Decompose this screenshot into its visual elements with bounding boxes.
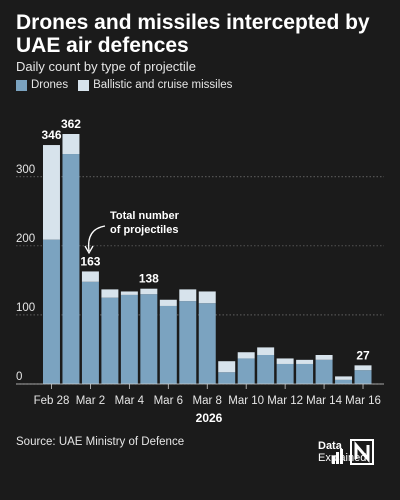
brand-mark-icon xyxy=(350,439,374,465)
total-data-label: 346 xyxy=(41,128,61,142)
bar-segment xyxy=(140,294,158,384)
bar-segment xyxy=(335,379,353,384)
total-data-label: 138 xyxy=(139,272,159,286)
x-tick-label: Mar 6 xyxy=(154,395,183,407)
bar-segment xyxy=(335,376,353,380)
bar-segment xyxy=(101,297,119,384)
legend: Drones Ballistic and cruise missiles xyxy=(16,79,242,91)
logo-bar xyxy=(336,452,339,464)
bar-segment xyxy=(354,370,372,384)
bar-segment xyxy=(257,347,275,355)
x-tick-label: Mar 14 xyxy=(306,395,342,407)
bar-chart-icon xyxy=(332,449,343,464)
annotation-line-1: Total number xyxy=(110,210,180,222)
bar-segment xyxy=(296,359,314,364)
logo-bar xyxy=(340,449,343,464)
bar-segment xyxy=(120,291,138,295)
total-data-label: 163 xyxy=(80,254,100,268)
bar-segment xyxy=(62,154,80,384)
x-tick-label: Mar 16 xyxy=(345,395,381,407)
bar-segment xyxy=(237,358,255,384)
bar-segment xyxy=(62,134,80,155)
bar-segment xyxy=(179,301,197,384)
bar-segment xyxy=(43,145,60,240)
y-tick-label: 200 xyxy=(16,233,35,245)
y-tick-label: 0 xyxy=(16,371,22,383)
brand-logo: Data Explained xyxy=(318,436,378,468)
bar-segment xyxy=(159,305,177,384)
x-axis-label: 2026 xyxy=(196,411,223,425)
legend-swatch-missiles xyxy=(78,79,90,91)
legend-item-drones: Drones xyxy=(16,79,68,91)
bar-segment xyxy=(81,271,99,282)
y-tick-label: 100 xyxy=(16,302,35,314)
x-tick-label: Feb 28 xyxy=(34,395,70,407)
x-tick-label: Mar 12 xyxy=(267,395,303,407)
chart-title: Drones and missiles intercepted by UAE a… xyxy=(16,11,370,57)
brand-line-1: Data xyxy=(318,440,342,452)
legend-label-missiles: Ballistic and cruise missiles xyxy=(93,79,233,91)
bar-segment xyxy=(315,354,333,360)
bar-segment xyxy=(218,372,236,384)
bar-segment xyxy=(120,294,138,384)
bar-segment xyxy=(276,363,294,384)
bar-segment xyxy=(81,281,99,384)
annotation-arrow xyxy=(87,225,106,252)
bar-segment xyxy=(198,291,216,304)
annotation-arrowhead xyxy=(84,245,94,255)
bar-segment xyxy=(179,289,197,302)
bar-segment xyxy=(354,365,372,371)
bar-segment xyxy=(237,352,255,359)
bar-segment xyxy=(218,361,236,373)
annotation-line-2: of projectiles xyxy=(110,224,178,236)
bar-segment xyxy=(257,354,275,384)
bar-segment xyxy=(276,358,294,364)
x-tick-label: Mar 8 xyxy=(193,395,222,407)
bar-segment xyxy=(159,299,177,306)
y-tick-label: 300 xyxy=(16,164,35,176)
bar-segment xyxy=(140,288,158,295)
chart-subtitle: Daily count by type of projectile xyxy=(16,59,196,74)
legend-item-missiles: Ballistic and cruise missiles xyxy=(78,79,232,91)
x-tick-label: Mar 10 xyxy=(228,395,264,407)
source-note: Source: UAE Ministry of Defence xyxy=(16,436,185,448)
bar-chart: 0 100 200 300 Feb 28 Mar 2 Mar 4 Mar 6 Mar 8 Mar … xyxy=(16,117,384,425)
bar-segment xyxy=(296,363,314,384)
legend-swatch-drones xyxy=(16,79,27,91)
bar-segment xyxy=(198,303,216,384)
bar-segment xyxy=(43,239,60,384)
bar-segment xyxy=(315,359,333,384)
total-data-label: 362 xyxy=(61,117,81,131)
total-data-label: 27 xyxy=(356,348,370,362)
x-tick-label: Mar 4 xyxy=(115,395,145,407)
x-tick-label: Mar 2 xyxy=(76,395,105,407)
legend-label-drones: Drones xyxy=(31,79,69,91)
bar-segment xyxy=(101,289,119,298)
logo-bar xyxy=(332,456,335,464)
